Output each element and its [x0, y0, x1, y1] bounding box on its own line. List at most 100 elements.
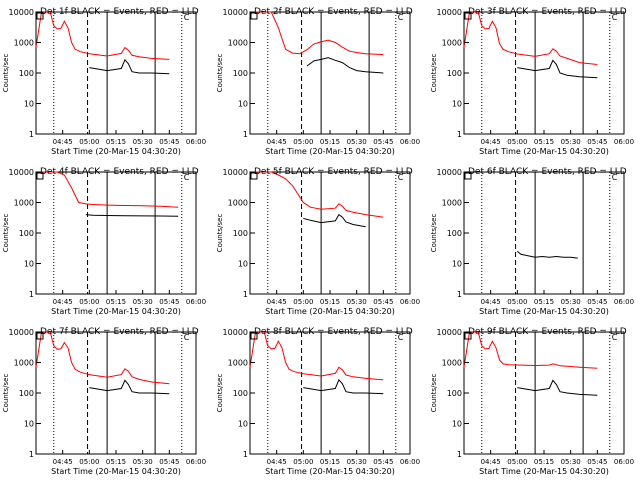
y-tick-label: 10 — [452, 420, 462, 429]
x-tick-label: 05:15 — [320, 298, 340, 306]
corner-box-icon — [250, 332, 258, 340]
corner-box-icon — [464, 172, 472, 180]
x-tick-label: 05:30 — [133, 138, 153, 146]
x-tick-label: 06:00 — [186, 458, 206, 466]
y-tick-label: 1000 — [442, 199, 462, 208]
panel-title: Det 7f BLACK = Events, RED = LLD — [40, 327, 199, 337]
x-tick-label: 05:30 — [561, 458, 581, 466]
x-tick-label: 05:00 — [293, 298, 313, 306]
y-tick-label: 10 — [24, 260, 34, 269]
panel-title: Det 8f BLACK = Events, RED = LLD — [254, 327, 413, 337]
y-tick-label: 100 — [19, 69, 34, 78]
y-tick-label: 1 — [29, 130, 34, 139]
y-tick-label: 1000 — [228, 39, 248, 48]
corner-box-icon — [250, 172, 258, 180]
x-tick-label: 05:30 — [561, 138, 581, 146]
x-tick-label: 05:15 — [320, 138, 340, 146]
x-tick-label: 05:00 — [79, 138, 99, 146]
y-tick-label: 100 — [19, 229, 34, 238]
panel-9: 1 10 100 1000 10000 04:45 05:00 05:15 05:30 05:45… — [430, 327, 634, 476]
panel-title: Det 6f BLACK = Events, RED = LLD — [468, 167, 627, 177]
x-tick-label: 06:00 — [614, 298, 634, 306]
y-axis-label: Counts/sec — [430, 54, 438, 93]
y-tick-label: 1000 — [442, 359, 462, 368]
series-lld — [463, 331, 598, 369]
x-tick-label: 05:15 — [534, 458, 554, 466]
x-tick-label: 05:15 — [106, 298, 126, 306]
x-tick-label: 04:45 — [481, 138, 501, 146]
y-tick-label: 100 — [19, 389, 34, 398]
x-tick-label: 06:00 — [186, 298, 206, 306]
x-tick-label: 05:15 — [106, 458, 126, 466]
x-tick-label: 05:30 — [133, 298, 153, 306]
x-tick-label: 05:45 — [587, 458, 607, 466]
x-tick-label: 05:15 — [534, 138, 554, 146]
panel-5: 1 10 100 1000 10000 04:45 05:00 05:15 05:30 05:45… — [216, 167, 420, 316]
x-axis-label: Start Time (20-Mar-15 04:30:20) — [265, 307, 395, 316]
panel-title: Det 9f BLACK = Events, RED = LLD — [468, 327, 627, 337]
corner-c-glyph: C — [184, 13, 190, 22]
y-tick-label: 100 — [447, 389, 462, 398]
y-tick-label: 10 — [24, 100, 34, 109]
y-tick-label: 100 — [233, 389, 248, 398]
y-tick-label: 100 — [233, 69, 248, 78]
y-tick-label: 10 — [238, 100, 248, 109]
y-tick-label: 10000 — [437, 328, 462, 337]
series-lld — [249, 331, 384, 381]
y-tick-label: 1 — [243, 290, 248, 299]
x-tick-label: 05:45 — [373, 138, 393, 146]
y-axis-label: Counts/sec — [430, 214, 438, 253]
panel-4: 1 10 100 1000 10000 04:45 05:00 05:15 05:30 05:45… — [2, 167, 206, 316]
corner-c-glyph: C — [184, 173, 190, 182]
y-tick-label: 100 — [447, 229, 462, 238]
panel-title: Det 5f BLACK = Events, RED = LLD — [254, 167, 413, 177]
y-tick-label: 1000 — [14, 199, 34, 208]
panel-title: Det 4f BLACK = Events, RED = LLD — [40, 167, 199, 177]
series-lld — [250, 11, 384, 56]
corner-c-glyph: C — [612, 173, 618, 182]
x-tick-label: 04:45 — [53, 298, 73, 306]
x-tick-label: 04:45 — [267, 298, 287, 306]
x-tick-label: 05:45 — [159, 298, 179, 306]
corner-box-icon — [464, 12, 472, 20]
panel-7: 1 10 100 1000 10000 04:45 05:00 05:15 05:30 05:45… — [2, 327, 206, 476]
panel-2: 1 10 100 1000 10000 04:45 05:00 05:15 05:30 05:45… — [216, 7, 420, 156]
y-tick-label: 10000 — [223, 328, 248, 337]
y-tick-label: 100 — [447, 69, 462, 78]
plot-frame — [249, 171, 411, 295]
y-tick-label: 1000 — [228, 359, 248, 368]
y-tick-label: 1 — [29, 450, 34, 459]
series-lld — [463, 11, 598, 65]
panel-6: 1 10 100 1000 10000 04:45 05:00 05:15 05:30 05:45… — [430, 167, 634, 316]
y-axis-label: Counts/sec — [216, 374, 224, 413]
panel-1: 1 10 100 1000 10000 04:45 05:00 05:15 05:30 05:45… — [2, 7, 206, 156]
x-tick-label: 05:30 — [561, 298, 581, 306]
series-events — [303, 378, 384, 395]
x-tick-label: 05:00 — [507, 458, 527, 466]
y-tick-label: 10 — [452, 100, 462, 109]
x-tick-label: 05:00 — [293, 458, 313, 466]
y-axis-label: Counts/sec — [2, 214, 10, 253]
series-lld — [35, 11, 170, 60]
y-tick-label: 10 — [238, 420, 248, 429]
x-tick-label: 05:45 — [159, 458, 179, 466]
series-lld — [36, 171, 179, 208]
x-tick-label: 04:45 — [267, 458, 287, 466]
plot-frame — [463, 11, 625, 135]
y-tick-label: 1000 — [14, 39, 34, 48]
series-events — [85, 214, 179, 217]
y-tick-label: 1000 — [442, 39, 462, 48]
y-axis-label: Counts/sec — [216, 54, 224, 93]
y-tick-label: 1 — [243, 130, 248, 139]
y-axis-label: Counts/sec — [2, 374, 10, 413]
plot-frame — [463, 171, 625, 295]
x-axis-label: Start Time (20-Mar-15 04:30:20) — [479, 307, 609, 316]
plot-frame — [463, 331, 625, 455]
x-tick-label: 05:45 — [159, 138, 179, 146]
x-tick-label: 06:00 — [400, 458, 420, 466]
y-tick-label: 1 — [29, 290, 34, 299]
x-tick-label: 05:45 — [373, 298, 393, 306]
series-events — [303, 213, 366, 228]
series-events — [89, 379, 170, 395]
